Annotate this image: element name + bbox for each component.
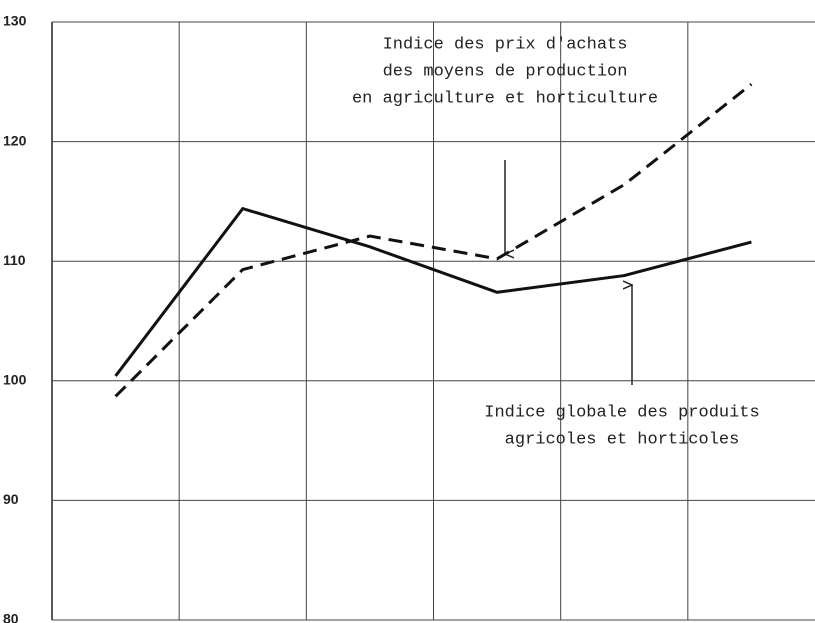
y-tick-label: 130 [3, 13, 27, 29]
annotation: en agriculture et horticulture [352, 89, 658, 108]
annotation: Indice globale des produits [484, 403, 759, 422]
y-tick-label: 100 [3, 372, 27, 388]
series-line [114, 206, 752, 377]
y-tick-label: 120 [3, 132, 27, 148]
series-line [114, 83, 753, 398]
y-tick-label: 110 [3, 252, 26, 268]
y-tick-label: 90 [3, 491, 19, 507]
annotation: Indice des prix d'achats [383, 35, 628, 54]
y-tick-label: 80 [3, 611, 19, 623]
annotation: agricoles et horticoles [505, 430, 740, 449]
annotation: des moyens de production [383, 62, 628, 81]
